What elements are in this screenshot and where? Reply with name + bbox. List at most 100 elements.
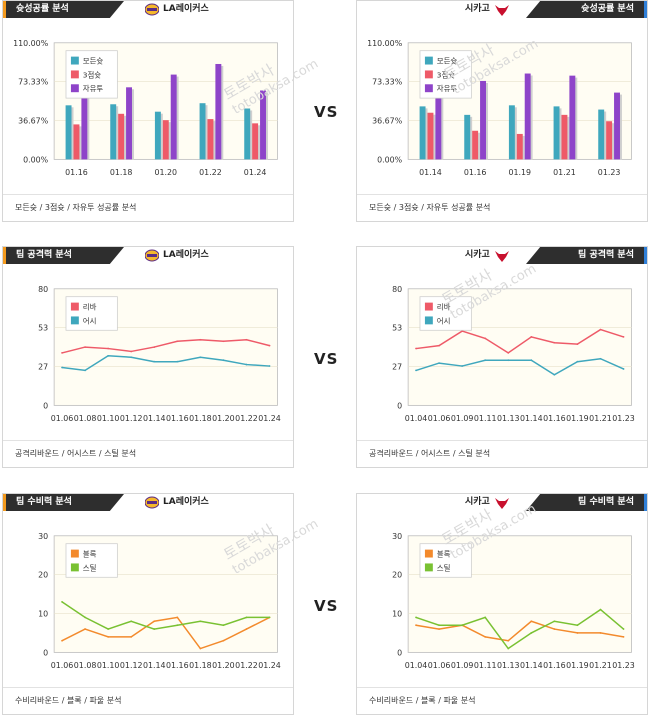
bar-3점슛 [252,123,259,160]
team-name: 시카고 [465,250,490,260]
data-point [461,624,464,627]
y-tick-label: 27 [38,362,48,371]
x-tick-label: 01.14 [520,414,543,423]
y-tick-label: 73.33% [372,78,403,87]
panel-tag: 슛성공률 분석 [526,1,644,18]
accent-stripe [3,1,6,18]
data-point [107,628,110,630]
x-tick-label: 01.14 [520,661,543,670]
x-tick-label: 01.13 [497,661,520,670]
vs-label-defense: VS [314,597,339,615]
x-tick-label: 01.12 [120,414,143,423]
legend-swatch [424,563,433,572]
data-point [530,335,533,338]
y-tick-label: 10 [392,609,402,618]
legend-swatch [70,316,79,325]
data-point [84,346,86,348]
x-tick-label: 01.18 [189,661,212,670]
data-point [576,360,579,363]
bar-자유투 [569,75,576,160]
x-tick-label: 01.14 [419,168,442,177]
data-point [61,366,63,369]
x-tick-label: 01.06 [428,414,451,423]
x-tick-label: 01.12 [120,661,143,670]
x-tick-label: 01.16 [65,168,88,177]
bar-모든슛 [110,104,117,160]
panel-footer: 모든슛 / 3점슛 / 자유투 성공률 분석 [357,194,647,221]
bar-3점슛 [472,130,479,160]
y-tick-label: 0 [397,401,402,410]
legend-label: 스틸 [83,563,97,572]
x-tick-label: 01.16 [543,414,566,423]
data-point [415,624,417,627]
panel-defense-chi: 팀 수비력 분석 시카고 30 20 10 0 01.04 01.06 01.09 01.11 01… [356,493,648,715]
data-point [199,356,202,359]
data-point [484,337,487,340]
vs-label-attack: VS [314,350,339,368]
y-tick-label: 10 [38,609,48,618]
bar-3점슛 [118,113,125,160]
data-point [61,639,63,642]
team-name: LA레이커스 [163,4,209,14]
data-point [622,628,625,630]
data-point [576,632,579,634]
legend-box [419,296,472,331]
series-line-리바 [415,328,624,354]
data-point [268,616,271,619]
data-point [130,356,133,359]
bar-모든슛 [419,106,426,160]
data-point [222,340,225,343]
bar-3점슛 [207,119,214,160]
data-point [176,624,179,627]
legend-swatch [70,70,79,79]
y-tick-label: 0.00% [377,155,403,164]
data-point [245,628,248,630]
y-tick-label: 0.00% [23,155,49,164]
panel-attack-lal: 팀 공격력 분석 LA레이커스 80 53 27 0 01.06 01.08 01.10 01.1… [2,246,294,468]
y-tick-label: 80 [392,285,402,294]
legend-label: 모든슛 [437,57,458,66]
bulls-logo [495,498,509,509]
legend-swatch [424,316,433,325]
x-tick-label: 01.08 [74,414,97,423]
x-tick-label: 01.23 [612,661,635,670]
series-line-어시 [415,357,624,376]
data-point [130,350,133,353]
data-point [176,340,179,343]
team-name: LA레이커스 [163,250,209,260]
legend-swatch [424,56,433,65]
y-tick-label: 53 [392,324,402,333]
series-line-어시 [61,355,270,372]
data-point [461,365,464,367]
series-line-블록 [415,620,624,642]
bar-3점슛 [516,133,523,160]
bar-3점슛 [162,120,169,160]
x-tick-label: 01.09 [451,661,474,670]
x-tick-label: 01.21 [589,414,612,423]
panel-tag: 팀 공격력 분석 [6,247,124,264]
y-tick-label: 80 [38,285,48,294]
legend-swatch [70,84,79,93]
accent-stripe [644,494,647,511]
data-point [553,373,556,376]
panel-tag: 팀 수비력 분석 [526,494,644,511]
x-tick-label: 01.24 [244,168,267,177]
x-tick-label: 01.16 [166,414,189,423]
data-point [484,635,487,638]
series-line-스틸 [61,601,270,630]
y-tick-label: 27 [392,362,402,371]
y-tick-label: 73.33% [18,78,49,87]
y-tick-label: 0 [43,648,48,657]
data-point [622,368,625,370]
y-tick-label: 0 [43,401,48,410]
x-tick-label: 01.04 [405,661,428,670]
bar-모든슛 [598,109,605,160]
data-point [153,346,156,348]
x-tick-label: 01.19 [508,168,531,177]
data-point [553,341,556,344]
panel-header: 팀 수비력 분석 LA레이커스 [3,494,293,511]
